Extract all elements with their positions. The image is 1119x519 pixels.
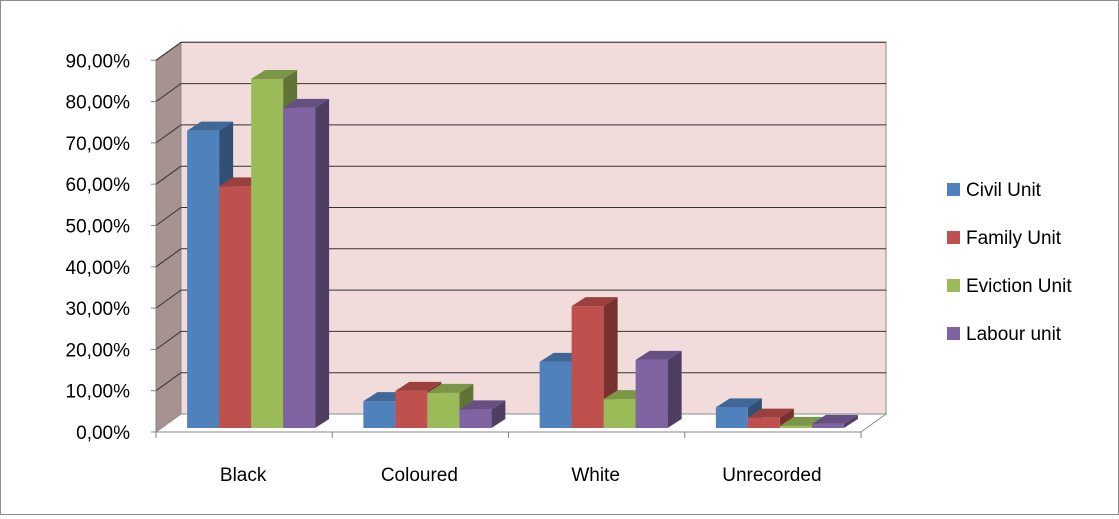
legend-swatch [947, 327, 960, 340]
bar-top [459, 400, 506, 410]
gridline-side [155, 124, 182, 144]
bar-side [843, 414, 858, 428]
gridline-side [155, 41, 182, 61]
bar [571, 306, 604, 428]
bar-top [283, 98, 330, 108]
legend-swatch [947, 231, 960, 244]
bar [811, 423, 844, 428]
legend-swatch [947, 183, 960, 196]
bar-top [635, 350, 682, 360]
legend-label: Labour unit [966, 324, 1062, 345]
legend-swatch [947, 279, 960, 292]
legend-label: Civil Unit [966, 180, 1042, 201]
gridline-side [155, 330, 182, 350]
bar [603, 399, 636, 428]
x-tick-label: White [571, 465, 620, 486]
y-tick-label: 50,00% [66, 217, 131, 238]
bar-top [571, 297, 618, 307]
y-tick-label: 10,00% [66, 382, 131, 403]
bar-side [779, 408, 794, 428]
bar [539, 361, 572, 428]
gridline-side [155, 289, 182, 309]
bar [251, 79, 284, 428]
bar [635, 359, 668, 428]
bar [715, 407, 748, 428]
bar-top [811, 414, 858, 424]
bar [219, 186, 252, 428]
bar-top [715, 398, 762, 408]
bar-side [491, 400, 506, 428]
y-tick-label: 30,00% [66, 299, 131, 320]
bar-top [395, 381, 442, 391]
y-tick-label: 70,00% [66, 134, 131, 155]
bar [283, 107, 316, 429]
legend-label: Eviction Unit [966, 276, 1072, 297]
bar-top [187, 121, 234, 131]
x-tick-label: Black [220, 465, 267, 486]
gridline-side [155, 248, 182, 268]
bar-top [427, 383, 474, 393]
legend-label: Family Unit [966, 228, 1062, 249]
bar-side [315, 98, 330, 429]
bar [747, 417, 780, 428]
y-tick-label: 90,00% [66, 51, 131, 72]
gridline-side [155, 207, 182, 226]
gridline-side [155, 83, 182, 103]
gridline-side [155, 165, 182, 185]
side-wall [155, 41, 182, 433]
y-tick-label: 80,00% [66, 93, 131, 114]
bar [187, 130, 220, 428]
bar [363, 401, 396, 428]
bar-top [251, 70, 298, 80]
y-tick-label: 20,00% [66, 340, 131, 361]
y-tick-label: 0,00% [76, 423, 130, 444]
bar-top [747, 408, 794, 418]
bar [779, 425, 812, 428]
x-tick-label: Coloured [381, 465, 458, 486]
bar [459, 409, 492, 428]
bar [395, 390, 428, 428]
x-tick-label: Unrecorded [722, 465, 821, 486]
bar-side [667, 350, 682, 428]
gridline-side [155, 372, 182, 392]
bar [427, 392, 460, 428]
y-tick-label: 40,00% [66, 258, 131, 279]
y-tick-label: 60,00% [66, 175, 131, 196]
